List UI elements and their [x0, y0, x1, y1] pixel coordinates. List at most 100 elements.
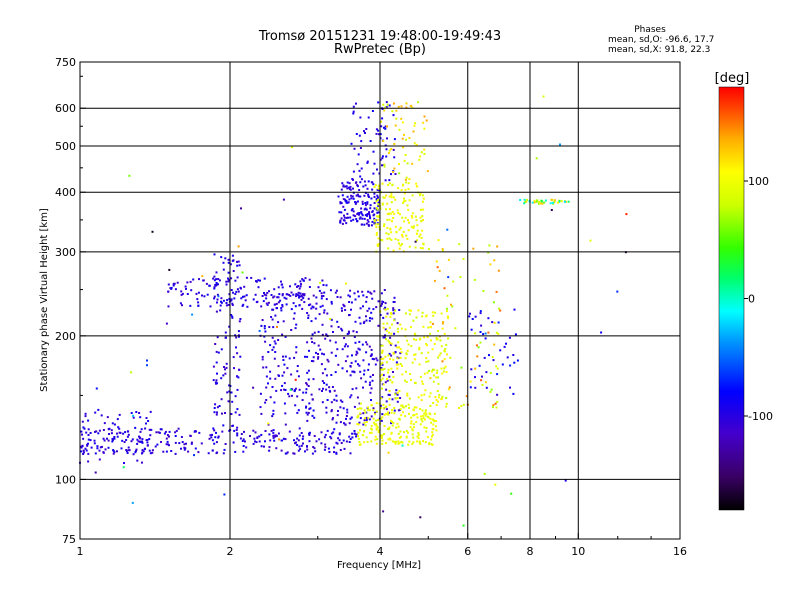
data-point: [366, 343, 369, 346]
data-point: [237, 376, 240, 379]
data-point: [275, 447, 278, 450]
data-point: [483, 472, 486, 475]
data-point: [219, 304, 222, 307]
data-point: [422, 440, 424, 443]
data-point: [395, 363, 398, 366]
data-point: [197, 301, 200, 304]
data-point: [220, 297, 223, 300]
data-point: [330, 409, 333, 412]
data-point: [263, 335, 266, 338]
data-point: [281, 384, 284, 387]
data-point: [390, 354, 393, 357]
data-point: [300, 294, 303, 297]
data-point: [388, 375, 391, 378]
data-point: [320, 295, 323, 298]
data-point: [294, 378, 297, 381]
data-point: [315, 302, 318, 305]
data-point: [298, 388, 301, 391]
data-point: [490, 388, 493, 391]
data-point: [383, 223, 386, 226]
data-point: [421, 382, 424, 385]
x-axis-label: Frequency [MHz]: [337, 560, 421, 571]
data-point: [101, 445, 103, 448]
stats-o-line: mean, sd,O: -96.6, 17.7: [608, 35, 714, 45]
data-point: [398, 172, 401, 175]
data-point: [415, 182, 418, 185]
data-point: [376, 438, 379, 441]
data-point: [416, 440, 419, 443]
data-point: [381, 387, 383, 390]
data-point: [337, 195, 340, 198]
data-point: [310, 337, 313, 340]
data-point: [447, 317, 450, 320]
data-point: [394, 442, 397, 445]
data-point: [379, 404, 382, 407]
data-point: [298, 304, 301, 307]
data-point: [145, 417, 148, 419]
data-point: [438, 396, 440, 399]
data-point: [400, 233, 403, 236]
data-point: [446, 353, 448, 356]
data-point: [382, 196, 385, 199]
data-point: [397, 212, 400, 214]
data-point: [336, 296, 339, 298]
data-point: [367, 220, 370, 223]
data-point: [352, 170, 355, 173]
data-point: [363, 130, 365, 133]
data-point: [357, 414, 360, 417]
data-point: [274, 435, 277, 438]
data-point: [285, 303, 288, 306]
data-point: [390, 332, 393, 335]
data-point: [393, 301, 396, 303]
data-point: [323, 436, 326, 439]
data-point: [343, 447, 346, 450]
data-point: [393, 409, 396, 412]
x-tick-label: 4: [377, 545, 384, 558]
data-point: [111, 439, 114, 442]
data-point: [244, 299, 247, 302]
data-point: [352, 191, 355, 194]
data-point: [305, 391, 308, 394]
data-point: [424, 411, 427, 414]
cluster-x-upper: [380, 101, 429, 181]
data-point: [354, 341, 357, 344]
data-point: [320, 442, 323, 445]
data-point: [376, 211, 379, 214]
data-point: [240, 207, 242, 210]
data-point: [377, 187, 380, 190]
data-point: [443, 287, 446, 290]
data-point: [281, 283, 284, 286]
data-point: [426, 344, 428, 347]
data-point: [230, 277, 233, 280]
data-point: [535, 200, 538, 203]
data-point: [412, 414, 415, 417]
data-point: [435, 372, 438, 374]
data-point: [281, 439, 284, 442]
data-point: [395, 426, 398, 429]
data-point: [349, 396, 352, 399]
data-point: [346, 333, 349, 335]
data-point: [324, 443, 327, 446]
data-point: [213, 286, 216, 289]
data-point: [268, 290, 270, 293]
data-point: [421, 215, 424, 218]
data-point: [514, 333, 517, 336]
data-point: [106, 437, 108, 440]
data-point: [410, 416, 413, 419]
data-point: [440, 312, 443, 315]
data-point: [485, 371, 488, 374]
data-point: [358, 212, 361, 214]
data-point: [117, 426, 120, 429]
data-point: [446, 294, 449, 297]
data-point: [377, 133, 380, 136]
data-point: [421, 194, 424, 197]
data-point: [157, 431, 160, 434]
data-point: [384, 127, 387, 130]
data-point: [388, 389, 391, 392]
data-point: [358, 316, 361, 319]
data-point: [417, 396, 420, 399]
data-point: [223, 448, 226, 451]
data-point: [294, 387, 297, 390]
data-point: [352, 178, 354, 181]
